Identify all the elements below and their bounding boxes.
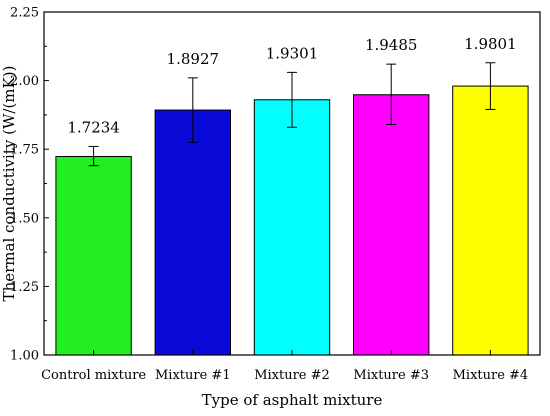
y-tick-label: 1.75 bbox=[10, 143, 39, 158]
x-tick-label: Mixture #2 bbox=[254, 368, 330, 383]
x-tick-label: Mixture #1 bbox=[155, 368, 231, 383]
bar-2 bbox=[154, 109, 231, 356]
x-axis-ticks: Control mixture Mixture #1 Mixture #2 Mixtu… bbox=[41, 350, 528, 383]
x-tick-label: Mixture #3 bbox=[353, 368, 429, 383]
data-label: 1.7234 bbox=[67, 118, 120, 136]
data-labels-layer: 1.7234 1.8927 1.9301 1.9485 1.9801 bbox=[67, 35, 516, 137]
error-bars-layer bbox=[88, 62, 496, 167]
y-tick-label: 2.00 bbox=[10, 74, 39, 89]
y-tick-label: 1.50 bbox=[10, 211, 39, 226]
data-label: 1.9801 bbox=[464, 35, 517, 53]
data-label: 1.9485 bbox=[365, 36, 418, 54]
bar-1 bbox=[55, 155, 132, 356]
y-tick-label: 1.00 bbox=[10, 349, 39, 364]
y-tick-label: 2.25 bbox=[10, 6, 39, 21]
x-tick-label: Mixture #4 bbox=[453, 368, 529, 383]
x-axis-title: Type of asphalt mixture bbox=[202, 391, 383, 409]
bar-4 bbox=[353, 94, 430, 356]
y-axis-ticks: 1.00 1.25 1.50 1.75 2.00 2.25 bbox=[10, 6, 49, 364]
bar-3 bbox=[253, 99, 331, 356]
plot-frame bbox=[43, 11, 541, 356]
y-axis-title: Thermal conductivity (W/(mK)) bbox=[0, 66, 18, 302]
data-label: 1.9301 bbox=[266, 44, 319, 62]
x-tick-label: Control mixture bbox=[41, 368, 146, 383]
bar-5 bbox=[452, 85, 529, 356]
y-tick-label: 1.25 bbox=[10, 280, 39, 295]
data-label: 1.8927 bbox=[167, 50, 220, 68]
